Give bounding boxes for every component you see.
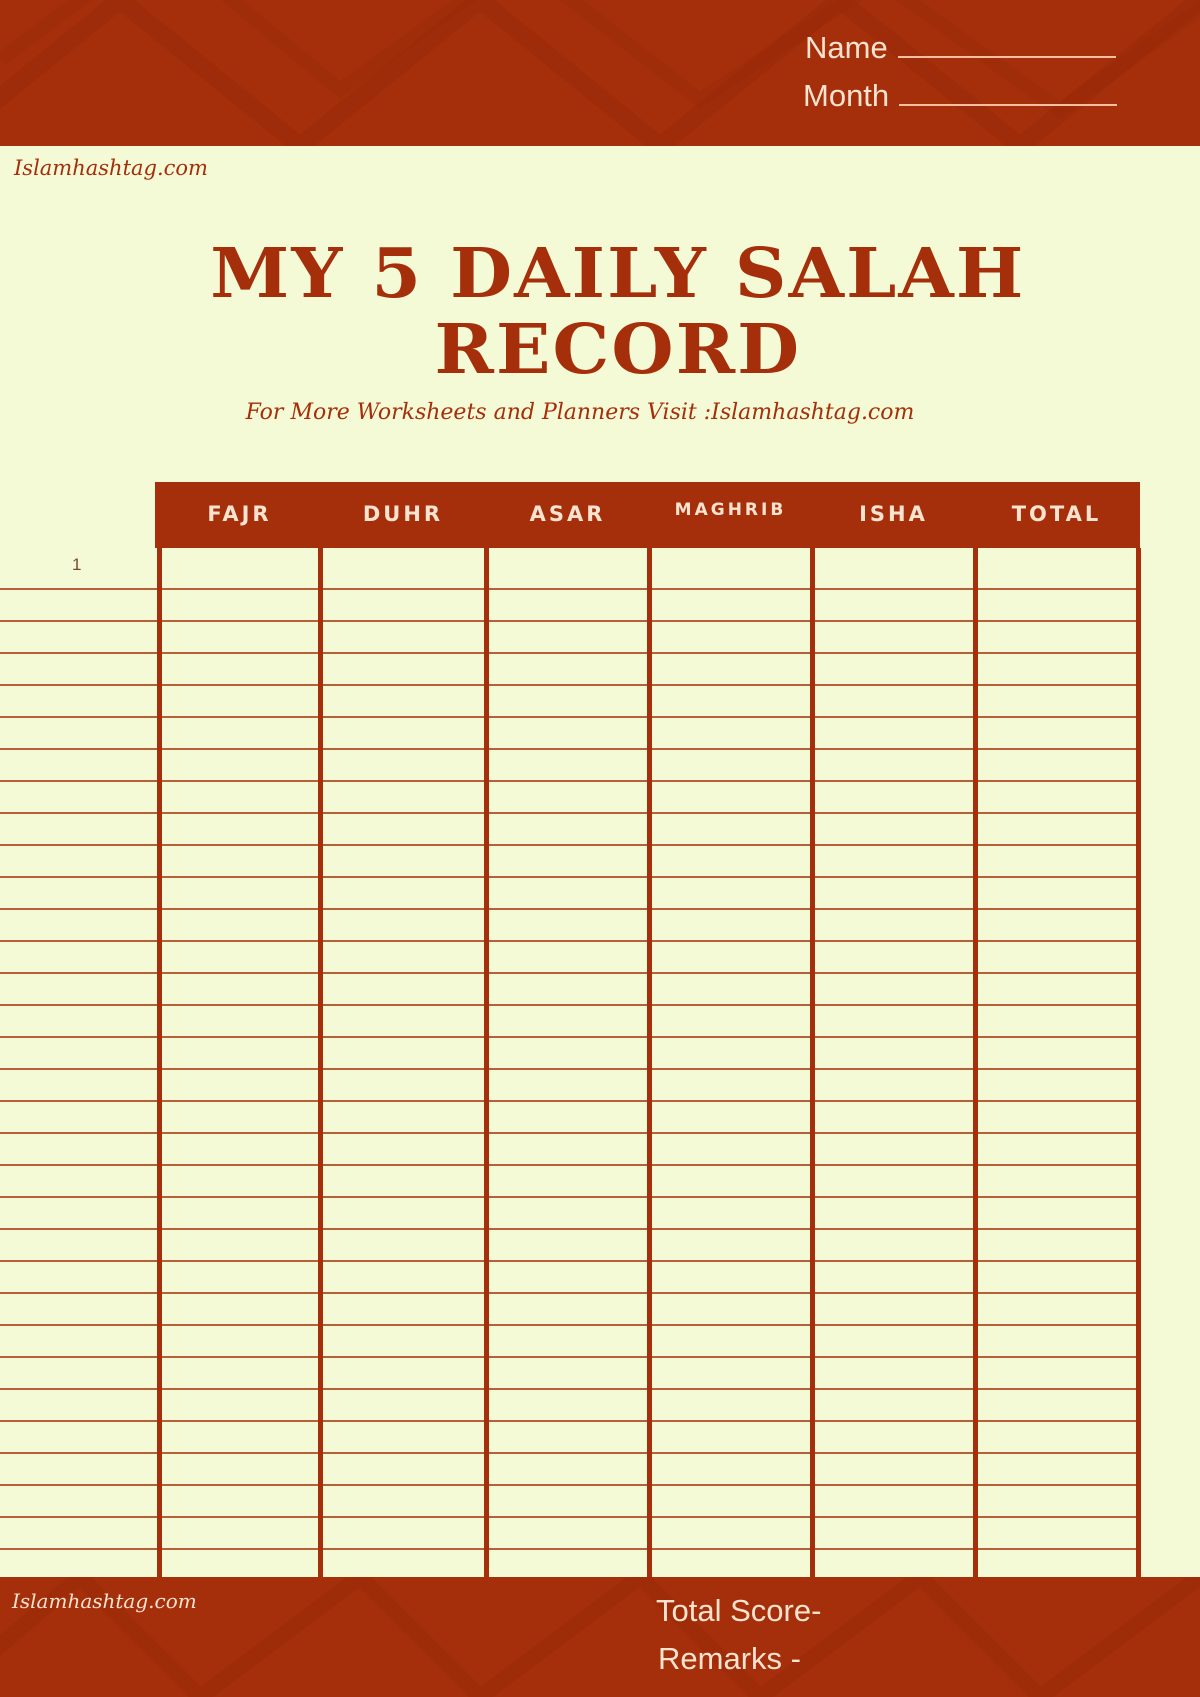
row-line <box>0 588 1137 590</box>
row-line <box>0 1100 1137 1102</box>
name-field[interactable]: Name <box>805 30 1116 66</box>
column-divider <box>973 548 978 1578</box>
column-header-asar: ASAR <box>529 502 606 526</box>
row-line <box>0 1548 1137 1550</box>
total-score-label: Total Score- <box>656 1593 822 1628</box>
column-header-total: TOTAL <box>1011 502 1102 526</box>
row-line <box>0 1260 1137 1262</box>
column-divider <box>1136 548 1141 1578</box>
page-title: MY 5 DAILY SALAH RECORD <box>0 236 1200 388</box>
row-line <box>0 1356 1137 1358</box>
month-line[interactable] <box>899 103 1118 106</box>
column-header-isha: ISHA <box>859 502 928 526</box>
name-label: Name <box>805 30 888 65</box>
chevron-pattern <box>0 1577 1200 1697</box>
row-line <box>0 1292 1137 1294</box>
row-line <box>0 684 1137 686</box>
row-line <box>0 620 1137 622</box>
chevron-pattern <box>0 0 1200 146</box>
row-line <box>0 908 1137 910</box>
row-line <box>0 940 1137 942</box>
row-line <box>0 1484 1137 1486</box>
row-line <box>0 1036 1137 1038</box>
footer-band: Islamhashtag.com Total Score- Remarks - <box>0 1577 1200 1697</box>
header-band: Name Month <box>0 0 1200 146</box>
row-line <box>0 1068 1137 1070</box>
title-line-2: RECORD <box>434 310 802 390</box>
column-divider <box>157 548 162 1578</box>
month-label: Month <box>803 78 890 113</box>
column-divider <box>810 548 815 1578</box>
watermark-bottom: Islamhashtag.com <box>12 1589 197 1613</box>
row-line <box>0 1132 1137 1134</box>
remarks-label: Remarks - <box>658 1641 801 1676</box>
row-line <box>0 812 1137 814</box>
column-header-maghrib: MAGHRIB <box>674 500 787 520</box>
day-number: 1 <box>72 555 82 574</box>
title-line-1: MY 5 DAILY SALAH <box>210 234 1026 314</box>
row-line <box>0 1228 1137 1230</box>
row-line <box>0 652 1137 654</box>
row-line <box>0 1420 1137 1422</box>
row-line <box>0 844 1137 846</box>
row-line <box>0 1516 1137 1518</box>
row-line <box>0 1324 1137 1326</box>
row-line <box>0 1452 1137 1454</box>
row-line <box>0 1196 1137 1198</box>
watermark-top: Islamhashtag.com <box>14 156 208 180</box>
row-line <box>0 716 1137 718</box>
subtitle: For More Worksheets and Planners Visit :… <box>245 400 915 425</box>
column-divider <box>647 548 652 1578</box>
column-divider <box>484 548 489 1578</box>
row-line <box>0 1004 1137 1006</box>
row-line <box>0 1388 1137 1390</box>
column-header-duhr: DUHR <box>362 502 444 526</box>
table-header: FAJR DUHR ASAR MAGHRIB ISHA TOTAL <box>155 482 1140 548</box>
row-line <box>0 972 1137 974</box>
row-line <box>0 780 1137 782</box>
name-line[interactable] <box>897 55 1116 58</box>
row-line <box>0 876 1137 878</box>
row-line <box>0 748 1137 750</box>
column-header-fajr: FAJR <box>207 502 272 526</box>
row-line <box>0 1164 1137 1166</box>
column-divider <box>318 548 323 1578</box>
month-field[interactable]: Month <box>803 78 1118 114</box>
